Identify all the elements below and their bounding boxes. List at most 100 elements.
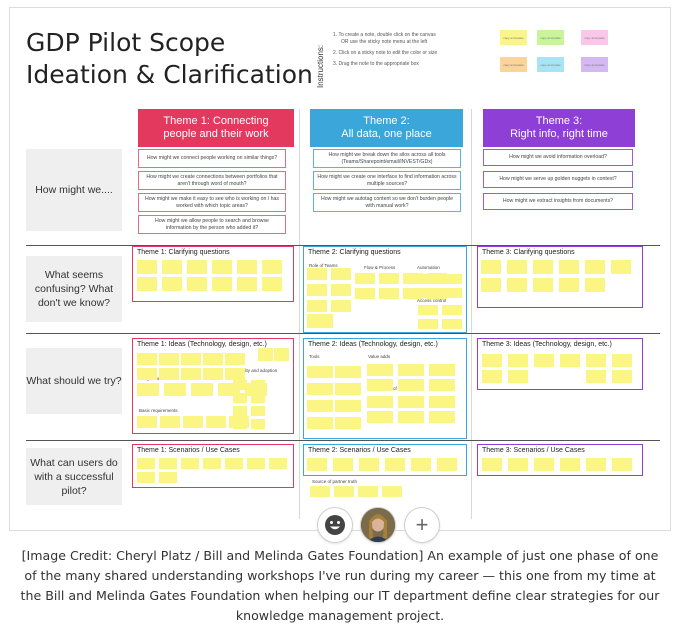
sticky-note[interactable] (418, 274, 438, 284)
sticky-note[interactable] (418, 288, 438, 298)
sticky-note[interactable] (251, 393, 265, 403)
sticky-note[interactable] (334, 486, 354, 497)
sticky-note[interactable] (534, 458, 554, 471)
sticky-note[interactable] (160, 416, 180, 428)
sticky-note[interactable] (367, 411, 393, 423)
sticky-note[interactable] (137, 260, 157, 274)
sticky-note[interactable] (335, 400, 361, 412)
sticky-note[interactable] (398, 411, 424, 423)
sticky-note[interactable] (206, 416, 226, 428)
sticky-note[interactable] (442, 305, 462, 315)
sticky-note[interactable] (307, 417, 333, 429)
sticky-note[interactable] (586, 370, 606, 383)
sticky-note[interactable] (437, 458, 457, 471)
sticky-note[interactable] (159, 368, 179, 380)
sticky-note[interactable] (225, 353, 245, 365)
sticky-note[interactable] (307, 366, 333, 378)
sticky-note[interactable] (203, 458, 221, 469)
sticky-note[interactable] (403, 273, 423, 284)
sticky-note[interactable] (429, 396, 455, 408)
hmw-note[interactable]: How might we create one interface to fin… (313, 171, 461, 190)
sticky-note[interactable] (247, 458, 265, 469)
sticky-note[interactable] (137, 472, 155, 483)
sticky-note[interactable] (560, 354, 580, 367)
hmw-note[interactable]: How might we connect people working on s… (138, 149, 286, 168)
sticky-note[interactable] (258, 348, 273, 361)
sticky-note[interactable] (482, 370, 502, 383)
sticky-note[interactable] (159, 353, 179, 365)
emoji-reaction-button[interactable] (318, 508, 352, 542)
sticky-note[interactable] (398, 364, 424, 376)
sticky-note[interactable] (333, 458, 353, 471)
sticky-note[interactable] (559, 260, 579, 274)
sticky-note[interactable] (612, 458, 632, 471)
sticky-note[interactable] (187, 277, 207, 291)
sticky-note[interactable] (379, 273, 399, 284)
hmw-note[interactable]: How might we extract insights from docum… (483, 193, 633, 210)
sticky-note[interactable] (162, 260, 182, 274)
sticky-note[interactable] (411, 458, 431, 471)
sticky-note[interactable] (508, 458, 528, 471)
sticky-note[interactable] (398, 379, 424, 391)
sticky-note[interactable] (429, 411, 455, 423)
sticky-note[interactable] (159, 472, 177, 483)
sticky-note[interactable] (442, 274, 462, 284)
sticky-note[interactable] (585, 278, 605, 292)
sticky-note[interactable] (237, 260, 257, 274)
sticky-note[interactable] (310, 486, 330, 497)
hmw-note[interactable]: How might we create connections between … (138, 171, 286, 190)
sticky-note[interactable] (429, 364, 455, 376)
sticky-note[interactable] (429, 379, 455, 391)
hmw-note[interactable]: How might we avoid information overload? (483, 149, 633, 166)
sticky-note[interactable] (307, 458, 327, 471)
sticky-note[interactable] (508, 354, 528, 367)
swatch-purple[interactable]: copy and paste (581, 57, 608, 72)
sticky-note[interactable] (181, 353, 201, 365)
sticky-note[interactable] (251, 419, 265, 429)
sticky-note[interactable] (559, 278, 579, 292)
sticky-note[interactable] (212, 260, 232, 274)
sticky-note[interactable] (164, 383, 186, 396)
hmw-note[interactable]: How might we break down the silos across… (313, 149, 461, 168)
sticky-note[interactable] (358, 486, 378, 497)
sticky-note[interactable] (586, 354, 606, 367)
sticky-note[interactable] (307, 383, 333, 395)
sticky-note[interactable] (233, 406, 247, 416)
sticky-note[interactable] (442, 288, 462, 298)
sticky-note[interactable] (418, 319, 438, 329)
sticky-note[interactable] (191, 383, 213, 396)
sticky-note[interactable] (307, 300, 327, 312)
whiteboard-canvas[interactable]: GDP Pilot Scope Ideation & Clarification… (10, 8, 670, 530)
sticky-note[interactable] (233, 393, 247, 403)
swatch-blue[interactable]: copy and paste (537, 57, 564, 72)
swatch-yellow[interactable]: copy and paste (500, 30, 527, 45)
sticky-note[interactable] (481, 278, 501, 292)
hmw-note[interactable]: How might we make it easy to see who is … (138, 193, 286, 212)
sticky-note[interactable] (586, 458, 606, 471)
sticky-note[interactable] (307, 400, 333, 412)
hmw-note[interactable]: How might we allow people to search and … (138, 215, 286, 234)
sticky-note[interactable] (367, 364, 393, 376)
sticky-note[interactable] (262, 277, 282, 291)
sticky-note[interactable] (203, 368, 223, 380)
sticky-note[interactable] (181, 368, 201, 380)
sticky-note[interactable] (355, 288, 375, 299)
sticky-note[interactable] (181, 458, 199, 469)
sticky-note[interactable] (225, 368, 245, 380)
sticky-note[interactable] (533, 278, 553, 292)
sticky-note[interactable] (233, 380, 247, 390)
sticky-note[interactable] (382, 486, 402, 497)
sticky-note[interactable] (137, 277, 157, 291)
sticky-note[interactable] (611, 260, 631, 274)
frame-theme-1-clarifying[interactable]: Theme 1: Clarifying questions (132, 246, 294, 302)
sticky-note[interactable] (508, 370, 528, 383)
sticky-note[interactable] (137, 368, 157, 380)
add-button[interactable]: + (405, 508, 439, 542)
sticky-note[interactable] (442, 319, 462, 329)
sticky-note[interactable] (331, 268, 351, 280)
sticky-note[interactable] (137, 416, 157, 428)
sticky-note[interactable] (137, 353, 157, 365)
sticky-note[interactable] (274, 348, 289, 361)
hmw-note[interactable]: How might we autotag content so we don't… (313, 193, 461, 212)
sticky-note[interactable] (251, 380, 265, 390)
